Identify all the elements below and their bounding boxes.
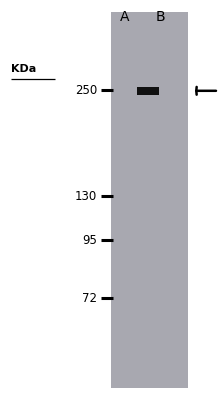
Text: 72: 72: [82, 292, 97, 304]
Text: 95: 95: [82, 234, 97, 246]
Text: A: A: [120, 10, 130, 24]
Text: 250: 250: [75, 84, 97, 96]
Text: B: B: [155, 10, 165, 24]
Text: KDa: KDa: [11, 64, 36, 74]
Bar: [110, 12, 188, 388]
Text: 130: 130: [75, 190, 97, 202]
Bar: [137, 87, 159, 95]
